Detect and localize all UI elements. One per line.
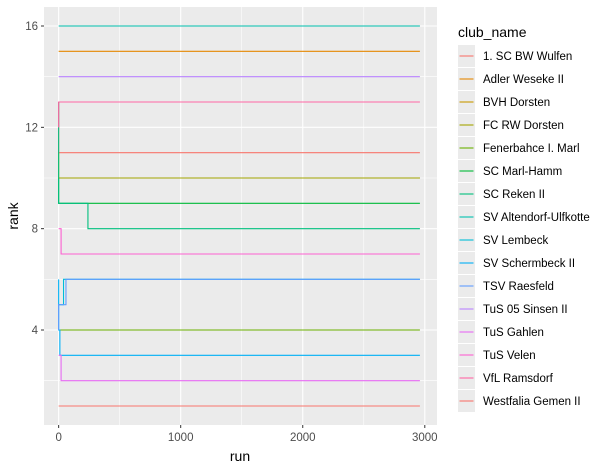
series-line <box>58 102 420 230</box>
legend-label: VfL Ramsdorf <box>483 373 554 385</box>
legend-label: TuS Velen <box>483 350 536 362</box>
plot-panel <box>44 7 437 425</box>
legend-label: TuS Gahlen <box>483 327 544 339</box>
legend-label: 1. SC BW Wulfen <box>483 51 572 63</box>
legend-label: SC Reken II <box>483 189 545 201</box>
y-tick-label: 16 <box>25 21 38 33</box>
x-tick-label: 3000 <box>412 432 438 444</box>
legend-label: TuS 05 Sinsen II <box>483 304 568 316</box>
y-tick-label: 8 <box>32 224 38 236</box>
legend: 1. SC BW Wulfen Adler Weseke II BVH Dorste… <box>458 45 590 412</box>
y-tick-label: 4 <box>32 325 39 337</box>
legend-label: Adler Weseke II <box>483 74 564 86</box>
legend-label: Fenerbahce I. Marl <box>483 143 580 155</box>
legend-title: club_name <box>458 24 527 40</box>
series-line <box>58 354 420 382</box>
legend-label: Westfalia Gemen II <box>483 396 581 408</box>
x-axis-title: run <box>230 448 250 464</box>
legend-label: FC RW Dorsten <box>483 120 564 132</box>
x-tick-label: 1000 <box>168 432 194 444</box>
legend-label: TSV Raesfeld <box>483 281 554 293</box>
y-axis-title: rank <box>5 201 21 229</box>
series-line <box>58 101 420 128</box>
legend-label: SV Altendorf-Ulfkotte <box>483 212 590 224</box>
legend-label: SV Schermbeck II <box>483 258 575 270</box>
x-tick-label: 0 <box>55 432 61 444</box>
x-tick-label: 2000 <box>290 432 316 444</box>
series-line <box>58 278 420 330</box>
y-tick-label: 12 <box>25 122 38 134</box>
series-line <box>58 228 420 255</box>
legend-label: SV Lembeck <box>483 235 548 247</box>
x-axis-ticks: 0 1000 2000 3000 <box>55 425 438 444</box>
series-lines <box>58 25 420 407</box>
legend-label: BVH Dorsten <box>483 97 550 109</box>
y-axis-ticks: 4 8 12 16 <box>25 21 44 337</box>
legend-label: SC Marl-Hamm <box>483 166 562 178</box>
